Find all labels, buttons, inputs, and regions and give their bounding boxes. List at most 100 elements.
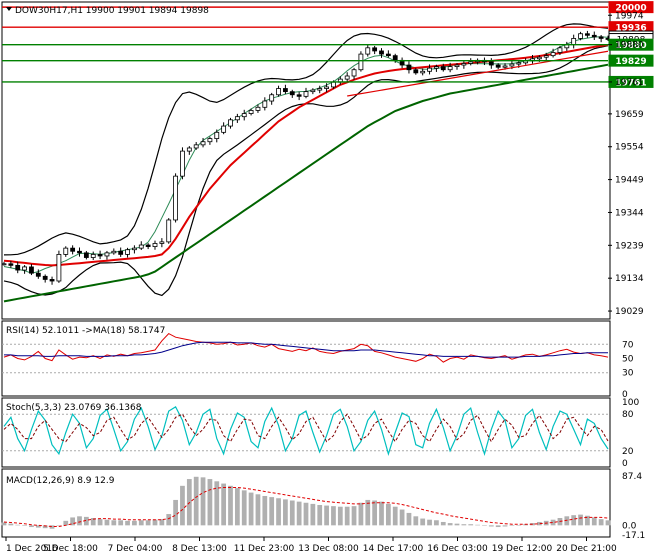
price-candle-body	[406, 64, 412, 71]
macd-histogram-bar	[145, 520, 151, 526]
price-tick-label: 19029	[615, 307, 644, 317]
price-candle-body	[70, 247, 76, 252]
rsi-panel	[1, 320, 611, 397]
price-candle-body	[502, 65, 508, 68]
price-candle-body	[173, 175, 178, 221]
macd-histogram-bar	[461, 524, 467, 526]
price-candle-body	[591, 34, 597, 38]
x-tick-label: 14 Dec 17:00	[363, 544, 424, 554]
macd-histogram-bar	[385, 503, 391, 526]
macd-histogram-bar	[605, 520, 611, 526]
price-candle-body	[125, 249, 130, 255]
price-candle-body	[372, 47, 378, 52]
macd-histogram-bar	[241, 490, 247, 526]
macd-histogram-bar	[111, 520, 117, 526]
level-value-19936: 19936	[615, 24, 646, 34]
price-tick-label: 19659	[615, 110, 644, 120]
price-candle-body	[262, 100, 268, 108]
rsi-title: RSI(14) 52.1011 ->MA(18) 58.1747	[6, 326, 165, 336]
price-candle-body	[303, 91, 309, 97]
macd-tick-label: 87.4	[622, 472, 642, 482]
macd-histogram-bar	[317, 505, 323, 526]
price-candle-body	[598, 36, 604, 39]
macd-histogram-bar	[310, 503, 316, 526]
price-candle-body	[29, 266, 34, 274]
dropdown-triangle-icon[interactable]	[6, 7, 12, 11]
price-tick-label: 19880	[615, 41, 644, 51]
macd-histogram-bar	[324, 505, 329, 526]
price-candle-body	[283, 88, 288, 93]
macd-histogram-bar	[585, 515, 590, 526]
macd-histogram-bar	[200, 477, 206, 526]
price-candle-body	[310, 89, 316, 93]
stoch-tick-label: 20	[622, 447, 634, 457]
x-tick-label: 13 Dec 08:00	[298, 544, 359, 554]
macd-histogram-bar	[289, 500, 295, 526]
macd-histogram-bar	[550, 519, 556, 526]
macd-histogram-bar	[152, 519, 158, 526]
macd-histogram-bar	[49, 525, 55, 529]
macd-histogram-bar	[475, 524, 480, 526]
price-candle-body	[454, 64, 460, 68]
price-panel	[1, 1, 611, 320]
price-candle-body	[42, 275, 48, 280]
price-candle-body	[447, 66, 453, 71]
macd-histogram-bar	[125, 520, 130, 526]
price-tick-label: 19134	[615, 274, 644, 284]
price-candle-body	[571, 38, 577, 46]
price-candle-body	[56, 253, 62, 282]
price-candle-body	[509, 63, 515, 67]
macd-histogram-bar	[269, 497, 275, 526]
macd-histogram-bar	[214, 481, 220, 526]
rsi-tick-label: 50	[622, 355, 634, 365]
price-tick-label: 19449	[615, 176, 644, 186]
macd-histogram-bar	[447, 523, 453, 526]
macd-histogram-bar	[482, 525, 487, 526]
x-tick-label: 5 Dec 18:00	[43, 544, 98, 554]
macd-histogram-bar	[180, 485, 185, 526]
price-candle-body	[200, 141, 206, 146]
price-candle-body	[427, 67, 432, 72]
price-candle-body	[228, 119, 233, 127]
x-tick-label: 1 Dec 2016	[6, 544, 58, 554]
green-ma-line	[3, 63, 609, 303]
stoch-tick-label: 80	[622, 410, 634, 420]
price-candle-body	[550, 52, 556, 57]
trendline	[347, 50, 609, 97]
price-candle-body	[77, 250, 82, 254]
stoch-main-line	[3, 406, 609, 456]
macd-histogram-bar	[406, 512, 412, 526]
price-candle-body	[269, 94, 275, 102]
price-candle-body	[317, 88, 323, 91]
macd-histogram-bar	[392, 506, 398, 526]
rsi-tick-label: 0	[622, 390, 628, 400]
level-tag-20000	[608, 1, 654, 14]
macd-histogram-bar	[434, 520, 439, 526]
price-candle-body	[241, 113, 247, 118]
macd-histogram-bar	[399, 509, 405, 526]
macd-histogram-bar	[248, 492, 254, 526]
price-title: DOW30H17,H1 19900 19901 19894 19898	[15, 6, 209, 16]
macd-histogram-bar	[303, 502, 309, 526]
stoch-tick-label: 0	[622, 459, 628, 469]
price-candle-body	[138, 244, 144, 249]
macd-histogram-bar	[228, 485, 233, 526]
price-candle-body	[420, 70, 426, 74]
price-candle-body	[255, 106, 261, 111]
price-candle-body	[468, 61, 474, 64]
price-candle-body	[159, 241, 165, 244]
macd-histogram-bar	[262, 495, 268, 526]
macd-histogram-bar	[516, 525, 522, 526]
price-tick-label: 19761	[615, 78, 644, 88]
price-candle-body	[193, 144, 199, 149]
price-candle-body	[15, 264, 21, 271]
macd-histogram-bar	[63, 520, 69, 526]
level-value-19880: 19880	[615, 41, 646, 51]
macd-histogram-bar	[454, 523, 460, 526]
price-candle-body	[289, 91, 295, 96]
price-candle-body	[248, 110, 254, 114]
price-candle-body	[585, 33, 590, 36]
macd-histogram-bar	[29, 525, 34, 528]
price-tick-label: 19554	[615, 143, 644, 153]
